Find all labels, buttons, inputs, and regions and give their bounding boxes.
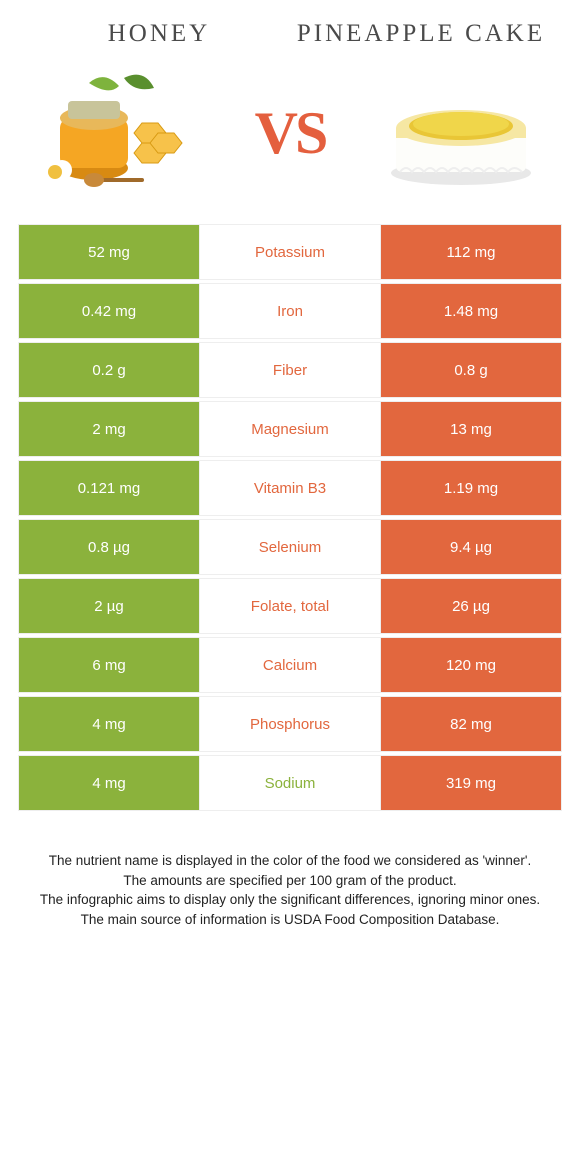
footer-line-3: The infographic aims to display only the… [26,890,554,910]
value-right: 1.48 mg [381,283,562,339]
table-row: 4 mgSodium319 mg [18,755,562,811]
nutrient-label: Selenium [199,519,381,575]
value-right: 1.19 mg [381,460,562,516]
nutrient-label: Phosphorus [199,696,381,752]
honey-image [34,68,204,198]
value-left: 2 mg [18,401,199,457]
value-left: 2 µg [18,578,199,634]
value-right: 112 mg [381,224,562,280]
value-left: 6 mg [18,637,199,693]
value-left: 4 mg [18,755,199,811]
table-row: 0.121 mgVitamin B31.19 mg [18,460,562,516]
footer-notes: The nutrient name is displayed in the co… [18,851,562,929]
value-left: 0.2 g [18,342,199,398]
value-right: 13 mg [381,401,562,457]
value-right: 120 mg [381,637,562,693]
nutrient-label: Iron [199,283,381,339]
table-row: 6 mgCalcium120 mg [18,637,562,693]
table-row: 0.8 µgSelenium9.4 µg [18,519,562,575]
value-right: 26 µg [381,578,562,634]
table-row: 0.2 gFiber0.8 g [18,342,562,398]
title-right: PINEAPPLE CAKE [290,20,552,48]
value-left: 0.8 µg [18,519,199,575]
infographic-container: HONEY PINEAPPLE CAKE [0,0,580,949]
value-right: 0.8 g [381,342,562,398]
nutrient-table: 52 mgPotassium112 mg0.42 mgIron1.48 mg0.… [18,224,562,811]
header-titles: HONEY PINEAPPLE CAKE [18,20,562,48]
pineapple-cake-image [376,68,546,198]
nutrient-label: Magnesium [199,401,381,457]
nutrient-label: Folate, total [199,578,381,634]
footer-line-2: The amounts are specified per 100 gram o… [26,871,554,891]
table-row: 2 µgFolate, total26 µg [18,578,562,634]
footer-line-1: The nutrient name is displayed in the co… [26,851,554,871]
value-left: 4 mg [18,696,199,752]
vs-label: VS [255,99,326,168]
table-row: 52 mgPotassium112 mg [18,224,562,280]
value-left: 52 mg [18,224,199,280]
nutrient-label: Vitamin B3 [199,460,381,516]
value-left: 0.121 mg [18,460,199,516]
value-right: 9.4 µg [381,519,562,575]
images-row: VS [18,68,562,224]
table-row: 2 mgMagnesium13 mg [18,401,562,457]
value-left: 0.42 mg [18,283,199,339]
nutrient-label: Sodium [199,755,381,811]
value-right: 319 mg [381,755,562,811]
footer-line-4: The main source of information is USDA F… [26,910,554,930]
value-right: 82 mg [381,696,562,752]
table-row: 4 mgPhosphorus82 mg [18,696,562,752]
table-row: 0.42 mgIron1.48 mg [18,283,562,339]
nutrient-label: Calcium [199,637,381,693]
title-left: HONEY [28,20,290,48]
nutrient-label: Potassium [199,224,381,280]
nutrient-label: Fiber [199,342,381,398]
